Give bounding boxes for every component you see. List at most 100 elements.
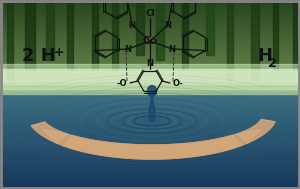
Bar	[0, 131, 300, 134]
Bar	[0, 97, 300, 100]
Bar	[0, 13, 300, 15]
Bar	[0, 47, 300, 48]
Bar	[0, 95, 300, 97]
Bar	[0, 167, 300, 170]
Bar	[0, 125, 300, 128]
Bar	[0, 95, 300, 98]
Bar	[0, 38, 300, 40]
Bar	[0, 33, 300, 35]
Bar	[0, 135, 300, 138]
Bar	[0, 186, 300, 189]
Bar	[0, 80, 300, 82]
Bar	[0, 27, 300, 28]
Bar	[0, 171, 300, 174]
Bar	[0, 156, 300, 159]
Bar	[0, 22, 300, 23]
Bar	[0, 104, 300, 107]
Bar	[0, 53, 300, 55]
Bar	[0, 83, 300, 85]
Bar	[0, 30, 300, 32]
Text: Co: Co	[142, 36, 158, 46]
Bar	[0, 144, 300, 147]
Bar	[0, 92, 300, 93]
Bar	[183, 0, 188, 80]
Bar	[0, 173, 300, 176]
Bar	[0, 161, 300, 164]
Bar	[0, 85, 300, 87]
Bar	[0, 108, 300, 111]
Text: N: N	[124, 44, 131, 53]
Bar	[45, 0, 55, 60]
Bar	[0, 177, 300, 180]
Bar	[0, 7, 300, 8]
Bar	[0, 93, 300, 95]
Bar	[137, 0, 143, 80]
Bar	[0, 118, 300, 121]
Bar	[0, 35, 300, 37]
Bar	[0, 101, 300, 104]
Polygon shape	[31, 122, 242, 159]
Text: N: N	[128, 20, 136, 29]
Bar	[0, 140, 300, 143]
Bar	[0, 150, 300, 153]
Polygon shape	[62, 119, 275, 159]
Bar	[0, 178, 300, 181]
Bar	[0, 37, 300, 38]
Bar	[0, 110, 300, 113]
Bar	[0, 58, 300, 60]
Bar	[0, 122, 300, 124]
Text: O-: O-	[172, 78, 183, 88]
Text: N: N	[146, 59, 154, 67]
Bar	[0, 93, 300, 96]
Bar	[0, 12, 300, 13]
Bar	[0, 18, 300, 20]
Bar	[0, 133, 300, 136]
Text: N: N	[169, 44, 176, 53]
Bar	[0, 120, 300, 122]
Bar	[0, 99, 300, 102]
Bar	[0, 75, 300, 77]
Bar	[0, 8, 300, 10]
Bar	[273, 0, 278, 80]
Bar	[0, 78, 300, 80]
Bar	[0, 146, 300, 149]
Bar	[252, 0, 258, 60]
Bar	[0, 42, 300, 43]
Bar	[0, 3, 300, 5]
Bar	[0, 72, 300, 73]
Bar	[0, 43, 300, 45]
Ellipse shape	[148, 85, 157, 97]
Bar	[0, 163, 300, 166]
Bar	[0, 175, 300, 178]
Bar	[0, 15, 300, 17]
Bar	[0, 28, 300, 30]
Text: 2: 2	[268, 57, 277, 70]
Bar	[0, 55, 300, 57]
Bar	[0, 10, 300, 12]
Bar	[0, 148, 300, 151]
Bar	[65, 0, 75, 60]
Bar	[0, 112, 300, 115]
Bar	[0, 169, 300, 172]
Bar	[0, 0, 300, 2]
Bar	[0, 73, 300, 75]
Bar	[0, 32, 300, 33]
Bar	[0, 180, 300, 183]
Bar	[0, 77, 300, 78]
Bar	[0, 142, 300, 145]
Bar	[0, 40, 300, 42]
Bar	[0, 62, 300, 63]
Bar	[0, 127, 300, 130]
Bar	[0, 23, 300, 25]
Bar	[0, 88, 300, 90]
Bar	[0, 129, 300, 132]
Bar	[0, 184, 300, 187]
Bar	[0, 158, 300, 160]
Text: N: N	[164, 20, 172, 29]
Bar	[0, 69, 300, 89]
Bar	[0, 60, 300, 62]
Bar	[0, 64, 300, 94]
Bar	[0, 160, 300, 162]
Bar	[156, 0, 164, 80]
Bar	[0, 139, 300, 142]
